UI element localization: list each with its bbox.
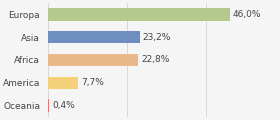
Text: 7,7%: 7,7% — [81, 78, 104, 87]
Text: 23,2%: 23,2% — [143, 33, 171, 42]
Text: 22,8%: 22,8% — [141, 55, 169, 64]
Bar — [48, 31, 139, 43]
Text: 46,0%: 46,0% — [233, 10, 262, 19]
Bar — [48, 54, 138, 66]
Text: 0,4%: 0,4% — [53, 101, 75, 110]
Bar — [48, 77, 78, 89]
Bar — [48, 8, 230, 21]
Bar — [48, 99, 49, 112]
